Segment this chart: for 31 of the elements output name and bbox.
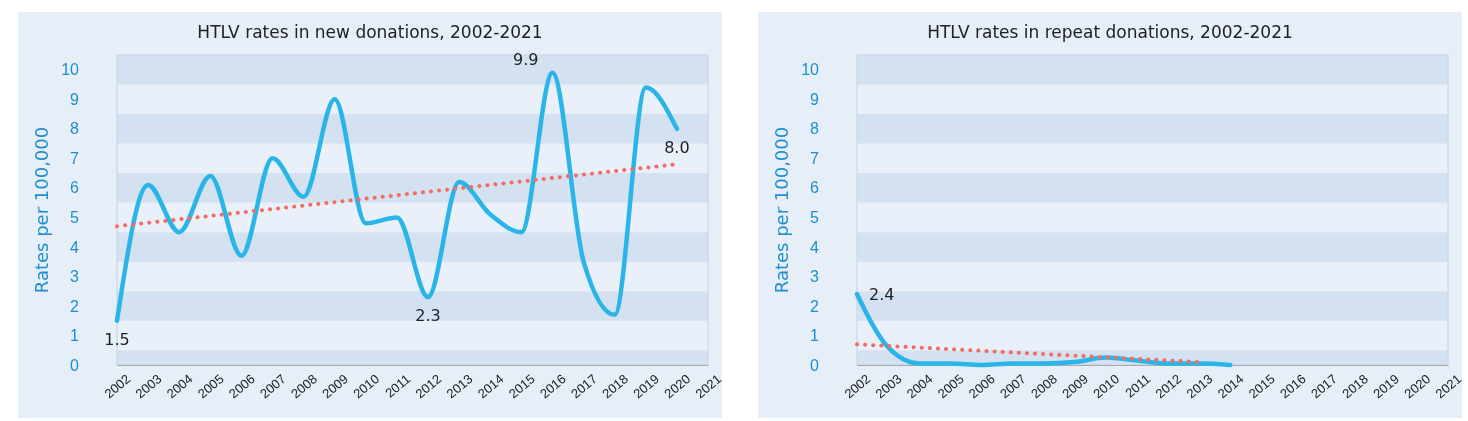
y-tick-label: 1: [70, 327, 80, 345]
chart-title: HTLV rates in new donations, 2002-2021: [197, 22, 543, 42]
y-tick-label: 5: [810, 209, 820, 226]
y-tick-label: 9: [810, 90, 820, 108]
y-tick-label: 2: [70, 297, 80, 315]
y-tick-label: 5: [70, 209, 80, 226]
y-tick-label: 10: [801, 61, 820, 79]
data-label: 9.9: [513, 49, 539, 69]
y-tick-label: 7: [70, 149, 80, 167]
y-tick-label: 3: [810, 268, 820, 286]
data-label: 1.5: [104, 329, 130, 349]
data-label: 8.0: [664, 137, 690, 157]
y-axis-title: Rates per 100,000: [771, 126, 792, 294]
y-tick-label: 8: [810, 120, 820, 138]
y-tick-label: 4: [810, 238, 820, 256]
data-label: 2.4: [869, 285, 895, 305]
y-tick-label: 0: [810, 356, 820, 374]
y-tick-label: 9: [70, 90, 80, 108]
y-tick-label: 7: [810, 149, 820, 167]
y-tick-label: 3: [70, 268, 80, 286]
chart-title: HTLV rates in repeat donations, 2002-2021: [927, 22, 1293, 42]
y-axis-title: Rates per 100,000: [31, 126, 52, 294]
data-label: 2.3: [415, 306, 441, 326]
y-tick-label: 2: [810, 297, 820, 315]
y-tick-label: 1: [810, 327, 820, 345]
y-tick-label: 6: [810, 179, 820, 197]
y-tick-label: 0: [70, 356, 80, 374]
y-tick-label: 10: [61, 61, 80, 79]
y-tick-label: 6: [70, 179, 80, 197]
y-tick-label: 8: [70, 120, 80, 138]
y-tick-label: 4: [70, 238, 80, 256]
